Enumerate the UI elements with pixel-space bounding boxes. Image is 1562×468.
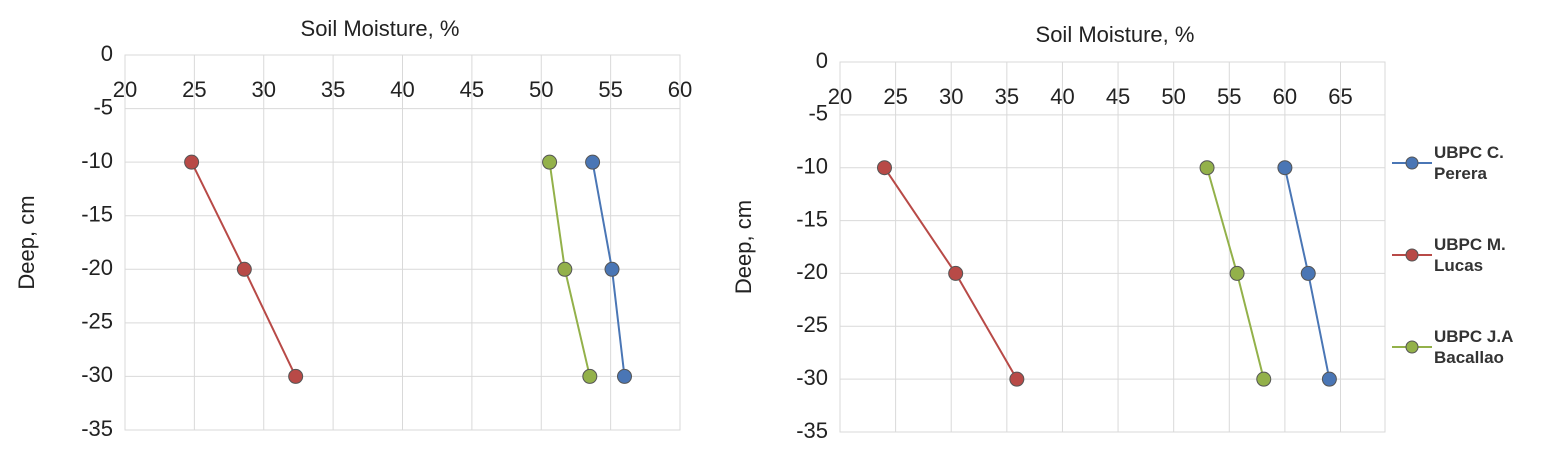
data-point [1009, 371, 1025, 387]
x-tick-label: 20 [113, 77, 137, 102]
x-tick-label: 30 [252, 77, 276, 102]
x-tick-label: 60 [1273, 84, 1297, 109]
x-tick-label: 35 [321, 77, 345, 102]
chart-title: Soil Moisture, % [301, 16, 460, 41]
data-point [876, 160, 892, 176]
y-tick-label: -30 [796, 365, 828, 390]
chart-title: Soil Moisture, % [1036, 22, 1195, 47]
x-tick-label: 50 [529, 77, 553, 102]
x-tick-label: 45 [460, 77, 484, 102]
y-tick-label: 0 [816, 48, 828, 73]
y-tick-label: -15 [81, 202, 113, 227]
x-tick-label: 55 [1217, 84, 1241, 109]
y-tick-label: 0 [101, 41, 113, 66]
y-tick-label: -35 [81, 416, 113, 441]
data-point [1229, 265, 1245, 281]
plot-area [839, 61, 1386, 433]
y-tick-label: -5 [93, 94, 113, 119]
legend-entry: UBPC M. Lucas [1390, 234, 1560, 276]
y-tick-label: -25 [796, 312, 828, 337]
y-tick-label: -5 [808, 101, 828, 126]
y-axis-label: Deep, cm [14, 195, 39, 289]
legend-marker [1392, 248, 1432, 262]
y-tick-label: -30 [81, 362, 113, 387]
data-point [582, 368, 598, 384]
x-tick-label: 45 [1106, 84, 1130, 109]
x-tick-label: 55 [598, 77, 622, 102]
data-point [1199, 160, 1215, 176]
x-tick-label: 40 [390, 77, 414, 102]
data-point [1300, 265, 1316, 281]
legend-entry: UBPC J.A Bacallao [1390, 326, 1560, 368]
y-tick-label: -15 [796, 206, 828, 231]
x-tick-label: 40 [1050, 84, 1074, 109]
y-tick-label: -35 [796, 418, 828, 443]
legend-marker [1392, 156, 1432, 170]
legend-entry: UBPC C. Perera [1390, 142, 1560, 184]
data-point [557, 261, 573, 277]
data-point [1277, 160, 1293, 176]
y-tick-label: -20 [81, 255, 113, 280]
data-point [184, 154, 200, 170]
y-tick-label: -10 [796, 154, 828, 179]
y-axis-label: Deep, cm [731, 200, 756, 294]
data-point [236, 261, 252, 277]
data-point [1321, 371, 1337, 387]
x-tick-label: 20 [828, 84, 852, 109]
data-point [604, 261, 620, 277]
x-tick-label: 60 [668, 77, 692, 102]
data-point [288, 368, 304, 384]
x-tick-label: 25 [182, 77, 206, 102]
x-tick-label: 35 [995, 84, 1019, 109]
data-point [542, 154, 558, 170]
legend-label: UBPC C. Perera [1434, 143, 1504, 183]
y-tick-label: -25 [81, 309, 113, 334]
data-point [1256, 371, 1272, 387]
x-tick-label: 50 [1161, 84, 1185, 109]
legend-label: UBPC M. Lucas [1434, 235, 1506, 275]
y-tick-label: -20 [796, 259, 828, 284]
data-point [617, 368, 632, 384]
legend-label: UBPC J.A Bacallao [1434, 327, 1513, 367]
x-tick-label: 25 [883, 84, 907, 109]
y-tick-label: -10 [81, 148, 113, 173]
data-point [948, 265, 964, 281]
legend-marker [1392, 340, 1432, 354]
x-tick-label: 30 [939, 84, 963, 109]
data-point [585, 154, 601, 170]
x-tick-label: 65 [1328, 84, 1352, 109]
